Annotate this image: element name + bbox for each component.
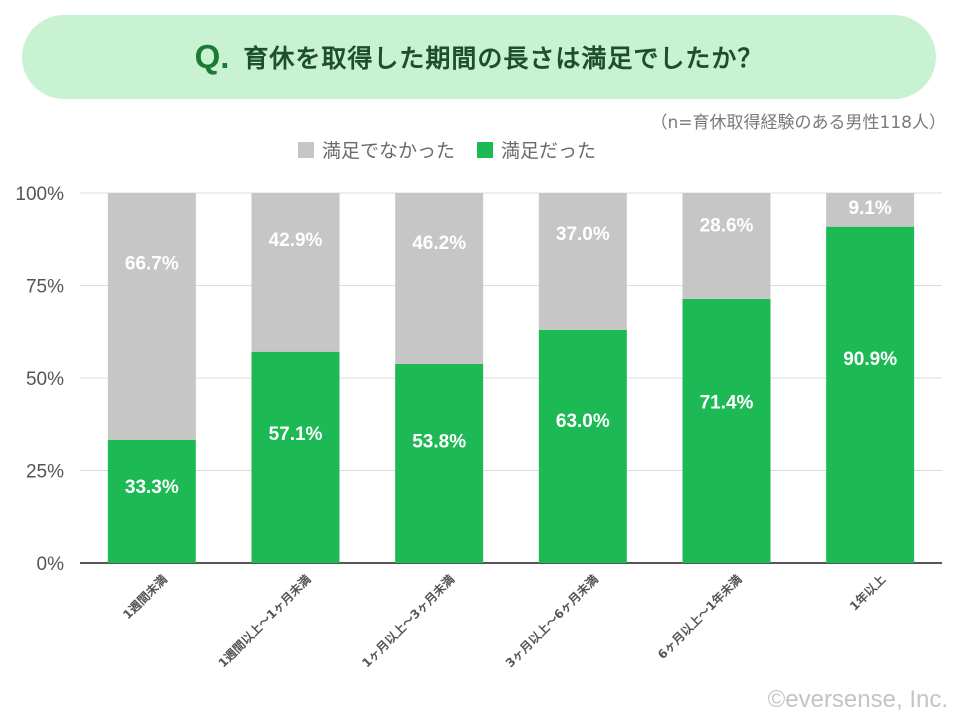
- data-label-unsatisfied: 28.6%: [700, 216, 754, 237]
- bar-unsatisfied: [107, 193, 196, 440]
- bar-satisfied: [395, 363, 484, 563]
- data-label-satisfied: 53.8%: [412, 432, 466, 453]
- data-label-satisfied: 57.1%: [269, 424, 323, 445]
- x-category-label: 6ヶ月以上〜1年未満: [654, 572, 744, 662]
- chart-subtitle: （n=育休取得経験のある男性118人）: [650, 113, 946, 133]
- legend: 満足でなかった 満足だった: [298, 136, 618, 163]
- title-q-mark: Q.: [194, 38, 230, 75]
- bar-unsatisfied: [395, 193, 484, 364]
- chart-title: 育休を取得した期間の長さは満足でしたか？: [243, 44, 764, 73]
- bar-satisfied: [251, 351, 340, 563]
- x-category-label: 1週間未満: [119, 572, 169, 622]
- copyright-notice: ©eversense, Inc.: [767, 686, 948, 713]
- x-category-label: 1週間以上〜1ヶ月未満: [215, 572, 314, 671]
- y-tick-label: 0%: [37, 554, 65, 575]
- data-label-satisfied: 63.0%: [556, 411, 610, 432]
- legend-item-satisfied: 満足だった: [477, 136, 596, 163]
- y-tick-label: 25%: [26, 462, 64, 483]
- chart-title-banner: Q. 育休を取得した期間の長さは満足でしたか？: [22, 15, 936, 99]
- y-tick-label: 100%: [15, 184, 64, 205]
- y-tick-label: 75%: [26, 277, 64, 298]
- legend-label-satisfied: 満足だった: [501, 140, 597, 162]
- data-label-unsatisfied: 42.9%: [269, 230, 323, 251]
- bar-unsatisfied: [251, 193, 340, 352]
- y-tick-label: 50%: [26, 369, 64, 390]
- legend-swatch-satisfied: [477, 141, 494, 158]
- data-label-unsatisfied: 46.2%: [412, 233, 466, 254]
- data-label-unsatisfied: 66.7%: [125, 254, 179, 275]
- bar-unsatisfied: [682, 193, 771, 299]
- bar-satisfied: [826, 226, 915, 564]
- data-label-unsatisfied: 37.0%: [556, 224, 610, 245]
- data-label-unsatisfied: 9.1%: [849, 198, 892, 219]
- bar-satisfied: [538, 329, 627, 563]
- bar-satisfied: [107, 439, 196, 563]
- x-category-label: 1年以上: [846, 572, 888, 614]
- x-category-label: 3ヶ月以上〜6ヶ月未満: [502, 572, 601, 671]
- legend-item-unsatisfied: 満足でなかった: [298, 136, 455, 163]
- legend-swatch-unsatisfied: [298, 141, 314, 158]
- data-label-satisfied: 33.3%: [125, 477, 179, 498]
- x-category-label: 1ヶ月以上〜3ヶ月未満: [359, 572, 458, 671]
- data-label-satisfied: 71.4%: [700, 392, 754, 413]
- bar-unsatisfied: [826, 193, 915, 227]
- legend-label-unsatisfied: 満足でなかった: [322, 140, 456, 162]
- bar-satisfied: [682, 298, 771, 563]
- data-label-satisfied: 90.9%: [843, 349, 897, 370]
- bar-unsatisfied: [538, 193, 627, 330]
